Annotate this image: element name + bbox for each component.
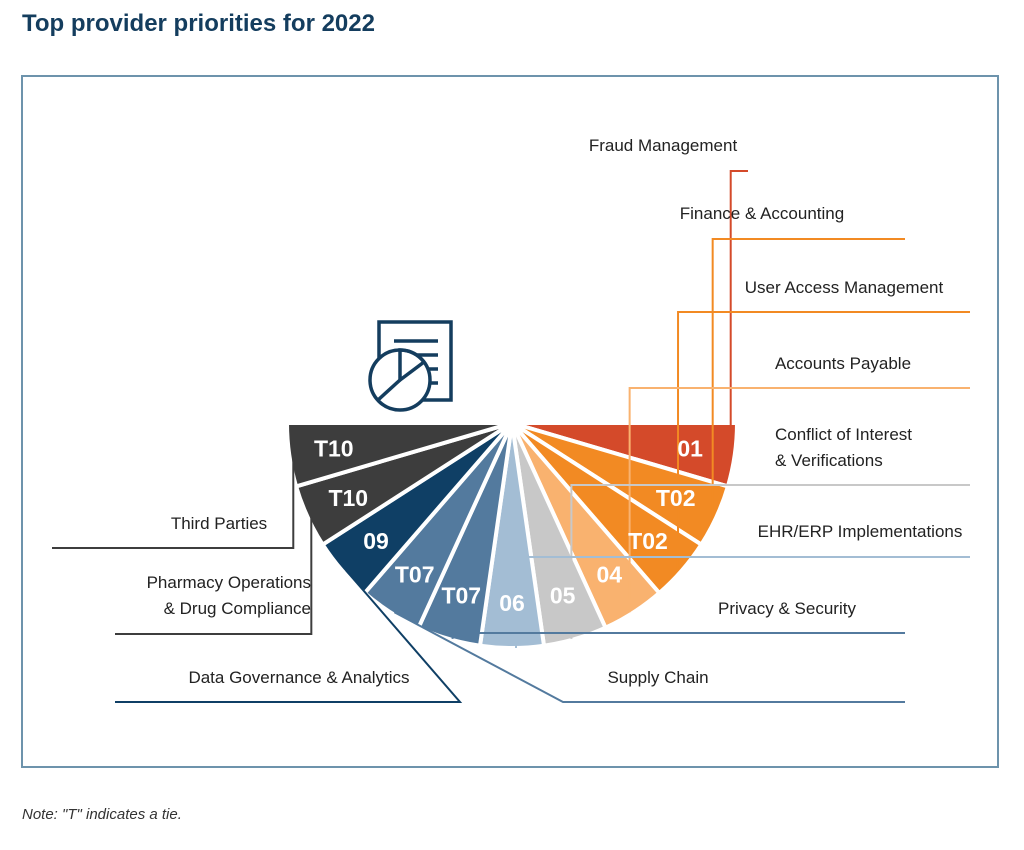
slice-rank-label: T10 bbox=[328, 485, 368, 511]
leader-line bbox=[570, 484, 970, 639]
label-group: Fraud Management Finance & Accounting User… bbox=[147, 136, 963, 687]
leader-line bbox=[515, 556, 970, 648]
slice-category-label: Conflict of Interest bbox=[775, 425, 912, 444]
slice-category-label: Data Governance & Analytics bbox=[188, 668, 409, 687]
slice-category-label: & Drug Compliance bbox=[164, 599, 311, 618]
slice-category-label: Pharmacy Operations bbox=[147, 573, 311, 592]
chart-frame bbox=[21, 75, 999, 768]
slice-rank-label: 09 bbox=[363, 528, 389, 554]
leader-line bbox=[451, 632, 905, 639]
slice-rank-label: 06 bbox=[499, 590, 525, 616]
leader-line bbox=[711, 238, 905, 517]
slice-group bbox=[284, 421, 740, 650]
leader-line bbox=[115, 516, 313, 635]
slice-rank-label: 01 bbox=[677, 436, 703, 462]
slice-rank-label: 04 bbox=[597, 561, 623, 587]
page-title: Top provider priorities for 2022 bbox=[22, 10, 375, 37]
slice-category-label: EHR/ERP Implementations bbox=[758, 522, 963, 541]
slice-category-label: Fraud Management bbox=[589, 136, 738, 155]
leader-line bbox=[115, 569, 463, 703]
leader-line-group bbox=[52, 170, 970, 703]
leader-line bbox=[628, 387, 970, 613]
report-pie-chart-icon bbox=[368, 320, 453, 412]
slice-rank-label: T02 bbox=[628, 528, 668, 554]
chart-note: Note: "T" indicates a tie. bbox=[22, 806, 182, 823]
slice-category-label: & Verifications bbox=[775, 451, 883, 470]
slice-category-label: Third Parties bbox=[171, 514, 267, 533]
slice-rank-label: T07 bbox=[441, 583, 481, 609]
leader-line bbox=[393, 611, 905, 703]
slice-category-label: Supply Chain bbox=[607, 668, 708, 687]
leader-line bbox=[729, 170, 748, 456]
slice-category-label: Accounts Payable bbox=[775, 354, 911, 373]
slice-category-label: Privacy & Security bbox=[718, 599, 856, 618]
slice-rank-label: T02 bbox=[656, 485, 696, 511]
slice-rank-label: 05 bbox=[550, 583, 576, 609]
slice-rank-label: T07 bbox=[395, 561, 435, 587]
leader-line bbox=[52, 454, 295, 549]
slice-category-label: User Access Management bbox=[745, 278, 944, 297]
slice-category-label: Finance & Accounting bbox=[680, 204, 844, 223]
pie-slice-11 bbox=[284, 421, 514, 489]
slice-rank-label: T10 bbox=[314, 436, 354, 462]
